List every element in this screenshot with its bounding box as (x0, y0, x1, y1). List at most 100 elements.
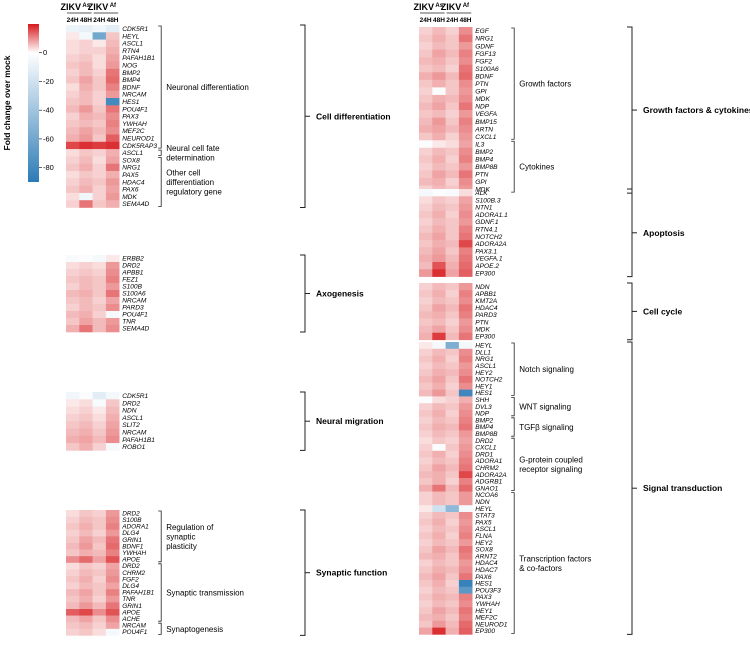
heatmap-cell (66, 61, 80, 70)
heatmap-cell (445, 140, 460, 149)
heatmap-cell (105, 105, 120, 113)
heatmap-cell (445, 369, 460, 377)
heatmap-cell (92, 510, 107, 517)
heatmap-cell (445, 355, 460, 363)
subgroup-label: Neural cell fate (166, 144, 220, 153)
heatmap-cell (79, 76, 93, 84)
heatmap-cell (92, 25, 107, 33)
heatmap-cell (66, 562, 80, 570)
heatmap-cell (458, 552, 473, 560)
heatmap-cell (432, 64, 446, 73)
category-bracket (300, 254, 306, 333)
heatmap-cell (432, 518, 446, 526)
heatmap-cell (66, 536, 80, 544)
gene-label: STAT3 (475, 513, 495, 520)
heatmap-cell (445, 332, 460, 341)
gene-label: HDAC4 (475, 560, 498, 567)
heatmap-cell (105, 98, 120, 106)
heatmap-cell (419, 290, 433, 298)
heatmap-cell (432, 614, 446, 622)
heatmap-cell (445, 147, 460, 156)
heatmap-cell (445, 512, 460, 520)
heatmap-cell (79, 149, 93, 157)
column-group-label: ZIKV Af (88, 2, 117, 12)
heatmap-cell (432, 423, 446, 431)
gene-label: ASCL1 (121, 150, 143, 157)
heatmap-cell (419, 586, 433, 594)
gene-label: PAX6 (475, 574, 492, 581)
heatmap-cell (105, 582, 120, 590)
heatmap-cell (105, 149, 120, 157)
heatmap-cell (432, 471, 446, 479)
gene-label: BMP2 (475, 149, 493, 156)
heatmap-cell (458, 304, 473, 312)
heatmap-cell (458, 94, 473, 103)
heatmap-cell (458, 423, 473, 431)
heatmap-cell (66, 615, 80, 623)
heatmap-cell (432, 600, 446, 608)
heatmap-cell (92, 283, 107, 291)
heatmap-cell (79, 283, 93, 291)
gene-label: PAX3 (122, 114, 139, 121)
heatmap-cell (92, 171, 107, 179)
subgroup-label: TGFβ signaling (519, 423, 573, 432)
heatmap-cell (445, 189, 460, 197)
heatmap-cell (445, 34, 460, 43)
heatmap-cell (432, 382, 446, 390)
heatmap-cell (458, 348, 473, 356)
heatmap-cell (445, 57, 460, 66)
heatmap-cell (92, 269, 107, 277)
heatmap-cell (445, 614, 460, 622)
gene-label: SLIT2 (122, 422, 140, 429)
heatmap-cell (92, 200, 107, 208)
heatmap-cell (66, 510, 80, 517)
heatmap-cell (432, 254, 446, 263)
gene-label: GRIN1 (122, 603, 142, 610)
heatmap-cell (432, 403, 446, 411)
heatmap-cell (92, 119, 107, 128)
heatmap-cell (432, 283, 446, 291)
heatmap-cell (92, 421, 107, 429)
heatmap-cell (445, 396, 460, 404)
heatmap-cell (458, 403, 473, 411)
heatmap-cell (458, 57, 473, 66)
heatmap-cell (419, 170, 433, 179)
heatmap-cell (79, 602, 93, 610)
heatmap-cell (445, 232, 460, 241)
heatmap-cell (419, 49, 433, 58)
heatmap-cell (458, 132, 473, 141)
heatmap-cell (432, 512, 446, 520)
heatmap-cell (419, 210, 433, 219)
gene-label: CXCL1 (475, 445, 497, 452)
gene-label: ALK (474, 190, 488, 197)
gene-label: BMP8B (475, 164, 498, 171)
column-group-label: ZIKV As (413, 2, 443, 12)
heatmap-cell (419, 539, 433, 547)
heatmap-cell (79, 609, 93, 616)
heatmap-cell (432, 505, 446, 513)
heatmap-cell (445, 403, 460, 411)
heatmap-cell (445, 620, 460, 628)
gene-label: MDK (475, 326, 490, 333)
heatmap-cell (432, 79, 446, 88)
heatmap-cell (92, 304, 107, 312)
heatmap-cell (458, 240, 473, 248)
heatmap-cell (458, 382, 473, 390)
category-label: Neural migration (316, 416, 384, 426)
heatmap-cell (79, 392, 93, 400)
category-bracket (300, 24, 306, 208)
heatmap-cell (445, 262, 460, 270)
heatmap-cell (105, 262, 120, 270)
heatmap-cell (458, 311, 473, 319)
heatmap-cell (432, 49, 446, 58)
heatmap-cell (458, 196, 473, 204)
subgroup-label: Cytokines (519, 163, 554, 172)
heatmap-cell (458, 178, 473, 186)
heatmap-cell (66, 83, 80, 91)
heatmap-cell (419, 218, 433, 226)
heatmap-cell (92, 622, 107, 630)
heatmap-cell (92, 569, 107, 577)
gene-label: EP300 (475, 270, 495, 277)
heatmap-cell (445, 304, 460, 312)
heatmap-cell (79, 589, 93, 597)
